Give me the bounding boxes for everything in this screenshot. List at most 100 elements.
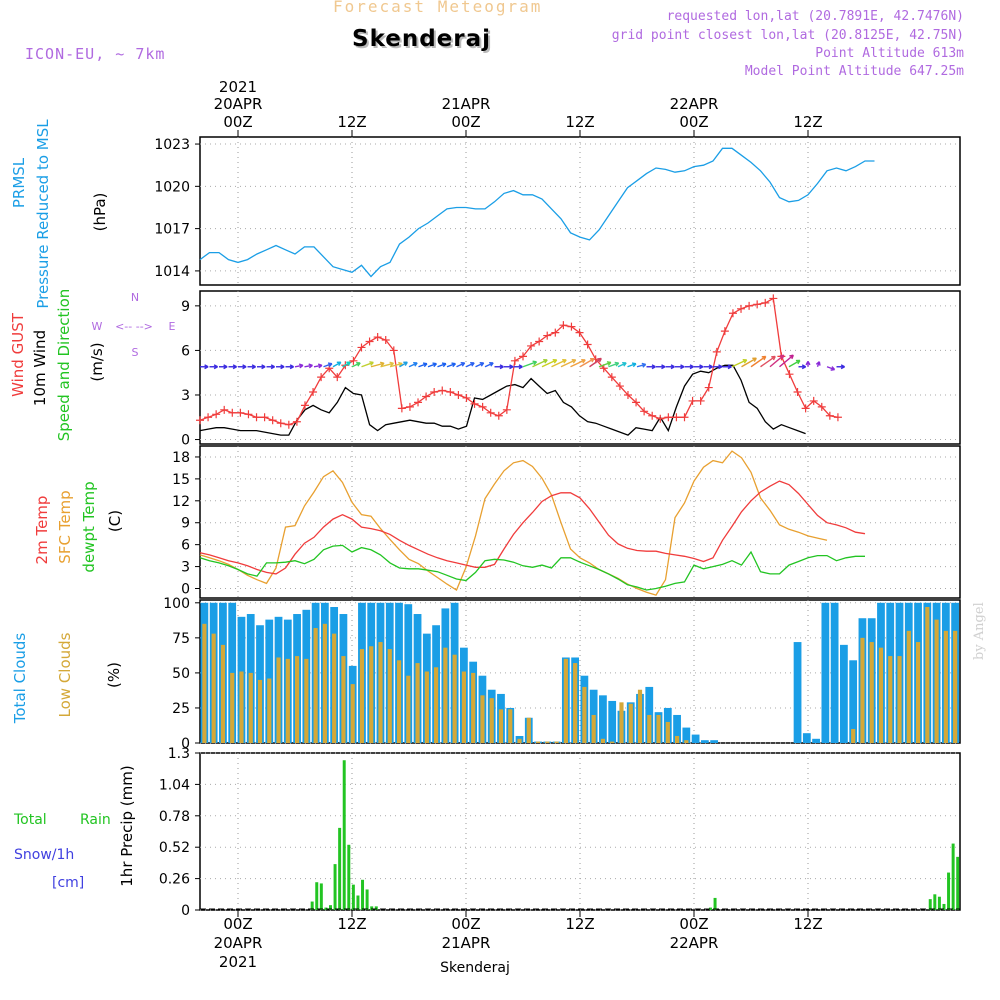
wind-arrow [323, 363, 333, 368]
cloud-low-bar [211, 633, 216, 743]
wind-gust-marker [268, 416, 277, 425]
wind-arrow [342, 361, 351, 368]
pressure-unit: (hPa) [91, 193, 109, 232]
wind-arrow [380, 362, 394, 368]
wind-arrow-head [779, 354, 785, 360]
wind-arrow-head [242, 364, 247, 370]
wind-gust-marker [809, 396, 818, 405]
wind-arrow-head [460, 362, 466, 367]
clouds-ytick-label: 100 [163, 596, 190, 612]
precip-bar [947, 872, 951, 910]
cloud-low-bar [684, 740, 689, 743]
top-year-label: 2021 [219, 78, 257, 96]
wind-arrow-head [280, 364, 285, 370]
cloud-low-bar [461, 671, 466, 743]
wind-arrow [332, 361, 342, 368]
cloud-low-bar [554, 741, 559, 743]
top-date-label: 20APR [214, 95, 263, 113]
model-altitude: Model Point Altitude 647.25m [744, 64, 964, 79]
precip-ytick-label: 0.52 [159, 840, 190, 856]
wind-arrow [579, 358, 595, 368]
cloud-low-bar [471, 672, 476, 743]
wind-arrow-head [771, 355, 776, 361]
wind-gust-marker [204, 413, 213, 422]
wind-arrow-head [389, 361, 395, 367]
wind-gust-marker [494, 411, 503, 420]
precip-bar [319, 883, 323, 910]
precip-bar [324, 907, 328, 910]
wind-arrow [465, 362, 475, 368]
wind-arrow-head [356, 362, 361, 367]
wind-gust-marker [309, 388, 318, 397]
precip-bar [365, 889, 369, 910]
cloud-low-bar [230, 672, 235, 743]
wind-arrow-head [552, 358, 558, 364]
footer-station: Skenderaj [440, 960, 510, 976]
precip-bar [942, 903, 946, 910]
wind-arrow-head [761, 355, 767, 361]
precip-bar [956, 856, 960, 910]
wind-gust-marker [583, 340, 592, 349]
cloud-total-bar [691, 734, 700, 743]
wind-arrow [456, 362, 465, 368]
cloud-low-bar [925, 607, 930, 743]
wind-arrow-head [509, 364, 514, 370]
forecast-title: Forecast Meteogram [333, 0, 543, 16]
cloud-low-bar [943, 630, 948, 743]
wind-gust-marker [680, 413, 689, 422]
cloud-low-bar [406, 675, 411, 743]
cloud-total-bar [802, 733, 811, 743]
cloud-low-bar [619, 702, 624, 743]
wind-gust-marker [333, 373, 342, 382]
precip-ytick-label: 0.26 [159, 872, 190, 888]
wind-gust-marker [244, 410, 253, 419]
precip-bar [333, 864, 337, 910]
cloud-low-bar [637, 689, 643, 743]
temp-label-dewpt: dewpt Temp [80, 481, 98, 572]
cloud-low-bar [869, 642, 874, 743]
temp-2m-line [199, 480, 866, 575]
wind-gust-marker [543, 331, 552, 340]
wind-arrow-head [562, 358, 567, 364]
wind-arrow-head [270, 364, 275, 370]
cloud-low-bar [267, 678, 272, 743]
cloud-total-bar [830, 602, 839, 743]
wind-gust-marker [510, 356, 519, 365]
wind-gust-marker [833, 413, 842, 422]
wind-gust-marker [276, 419, 285, 428]
bottom-hour-label: 12Z [793, 915, 822, 933]
cloud-total-bar [849, 660, 858, 743]
wind-gust-marker [325, 364, 334, 373]
cloud-low-bar [582, 686, 587, 743]
temp-ytick-label: 12 [172, 494, 190, 510]
wind-arrow [408, 362, 418, 368]
wind-arrow [399, 361, 408, 368]
precip-bar [713, 897, 717, 910]
bottom-hour-label: 00Z [451, 915, 480, 933]
precip-bar [361, 879, 365, 910]
wind-arrow [570, 359, 586, 368]
wind-gust-marker [785, 370, 794, 379]
cloud-low-bar [424, 671, 429, 743]
wind-arrow [541, 359, 557, 368]
wind-arrow-head [606, 361, 612, 366]
compass-e: E [169, 320, 176, 333]
wind-arrow-head [379, 361, 385, 367]
cloud-total-bar [793, 642, 802, 743]
wind-gust-marker [632, 398, 641, 407]
wind-gust-marker [260, 413, 269, 422]
wind-arrow [788, 359, 801, 368]
wind-arrow-head [317, 363, 323, 369]
wind-gust-marker [389, 346, 398, 355]
precip-bar [374, 906, 378, 910]
wind-arrow-head [432, 362, 437, 368]
wind-arrow-head [590, 357, 595, 363]
top-date-label: 21APR [442, 95, 491, 113]
wind-gust-marker [656, 414, 665, 423]
wind-arrow-head [499, 364, 504, 370]
cloud-unit: (%) [105, 662, 123, 688]
pressure-ytick-label: 1017 [154, 222, 190, 238]
compass-w: W [92, 320, 103, 333]
wind-arrow-head [680, 364, 685, 370]
cloud-total-bar [840, 644, 848, 743]
